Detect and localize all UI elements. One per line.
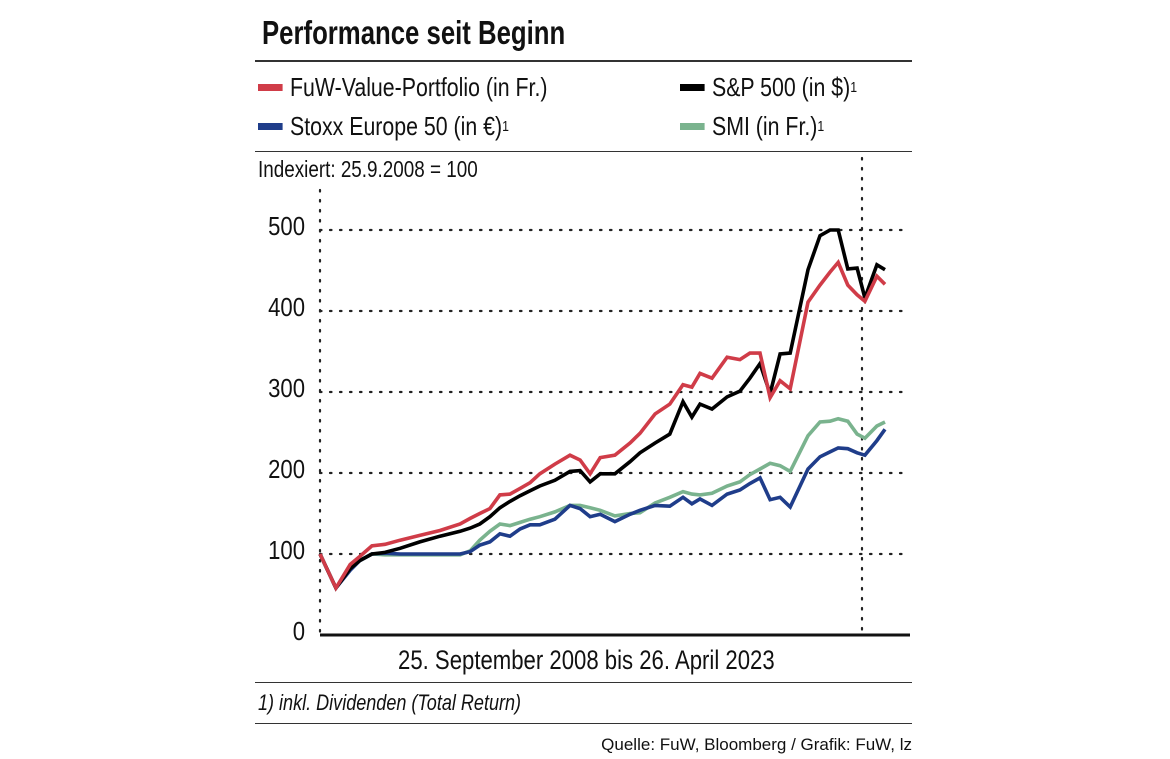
legend-divider	[255, 151, 912, 152]
legend-label: Stoxx Europe 50 (in €)	[289, 111, 503, 141]
series-line-2	[318, 228, 886, 592]
legend-swatch	[680, 123, 705, 130]
legend-item-stoxx: Stoxx Europe 50 (in €) 1	[258, 111, 509, 142]
footnote-divider-top	[255, 682, 912, 683]
y-tick-label: 500	[268, 211, 305, 241]
legend-item-fuw: FuW-Value-Portfolio (in Fr.)	[258, 72, 547, 103]
legend-item-sp500: S&P 500 (in $) 1	[680, 72, 857, 103]
legend-swatch	[258, 123, 283, 130]
title-divider	[255, 60, 912, 62]
chart-title: Performance seit Beginn	[262, 14, 566, 51]
legend-swatch	[680, 84, 705, 91]
legend-label: S&P 500 (in $)	[711, 72, 851, 102]
source-credit: Quelle: FuW, Bloomberg / Grafik: FuW, lz	[601, 735, 912, 754]
legend-swatch	[258, 84, 283, 91]
legend-footnote-marker: 1	[850, 79, 858, 96]
series-line-3	[318, 428, 887, 592]
legend-label: SMI (in Fr.)	[711, 111, 818, 141]
y-tick-label: 300	[268, 373, 305, 403]
footnote-divider-bottom	[255, 723, 912, 724]
legend-footnote-marker: 1	[817, 118, 825, 135]
legend-label: FuW-Value-Portfolio (in Fr.)	[289, 72, 548, 102]
y-tick-label: 400	[268, 292, 305, 322]
legend-footnote-marker: 1	[502, 118, 509, 135]
footnote: 1) inkl. Dividenden (Total Return)	[258, 690, 522, 715]
y-tick-label: 100	[268, 535, 305, 565]
chart-subtitle: Indexiert: 25.9.2008 = 100	[258, 156, 478, 182]
x-axis-label: 25. September 2008 bis 26. April 2023	[398, 645, 775, 675]
series-line-4	[318, 416, 886, 592]
y-tick-label: 0	[292, 616, 305, 646]
legend-item-smi: SMI (in Fr.) 1	[680, 111, 824, 142]
series-line-1	[318, 259, 887, 592]
y-tick-label: 200	[268, 454, 305, 484]
